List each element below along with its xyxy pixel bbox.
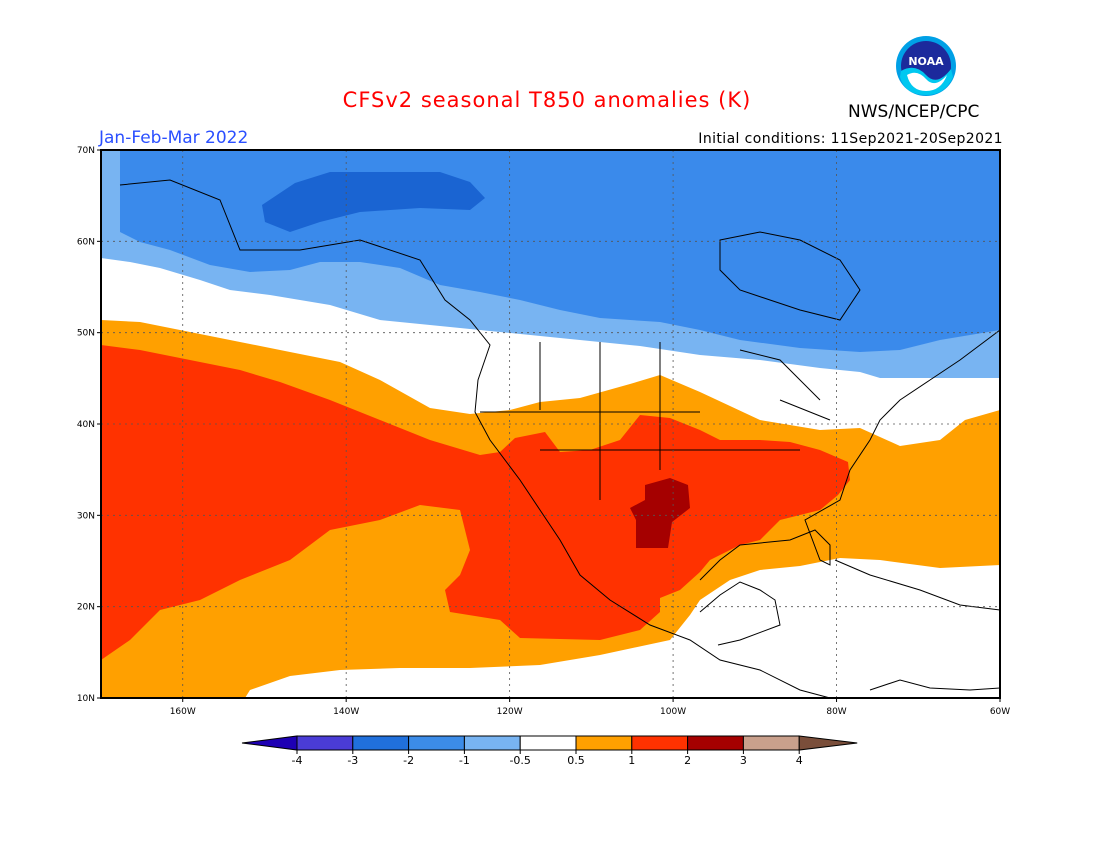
lat-label: 40N: [77, 420, 95, 430]
latitude-labels: 70N 60N 50N 40N 30N 20N 10N: [77, 146, 101, 704]
coastlines: [119, 179, 1000, 698]
noaa-logo-text: NOAA: [908, 55, 944, 68]
lon-label: 80W: [826, 707, 846, 717]
lon-label: 140W: [333, 707, 359, 717]
lon-label: 160W: [170, 707, 196, 717]
longitude-labels: 160W 140W 120W 100W 80W 60W: [170, 698, 1010, 717]
lon-label: 60W: [990, 707, 1010, 717]
map-gridlines: [101, 150, 1000, 698]
lat-label: 20N: [77, 603, 95, 613]
noaa-logo-icon: NOAA: [896, 36, 956, 96]
map-title: CFSv2 seasonal T850 anomalies (K): [342, 88, 752, 112]
lon-label: 120W: [497, 707, 523, 717]
lat-label: 70N: [77, 146, 95, 156]
agency-label: NWS/NCEP/CPC: [848, 102, 980, 122]
lat-label: 10N: [77, 694, 95, 704]
forecast-period: Jan-Feb-Mar 2022: [99, 128, 249, 148]
anomaly-region-plus2: [630, 478, 690, 548]
anomaly-shading: [101, 150, 1000, 698]
lat-label: 60N: [77, 237, 95, 247]
lon-label: 100W: [660, 707, 686, 717]
lat-label: 30N: [77, 511, 95, 521]
anomaly-region-minus3: [262, 172, 485, 232]
lat-label: 50N: [77, 329, 95, 339]
initial-conditions: Initial conditions: 11Sep2021-20Sep2021: [698, 131, 1003, 147]
